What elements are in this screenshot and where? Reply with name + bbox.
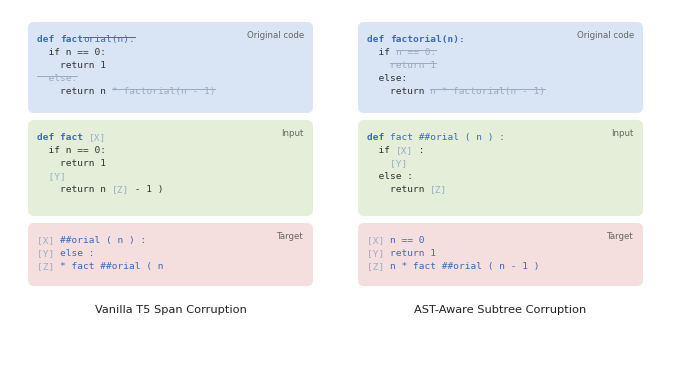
Text: else :: else : bbox=[60, 249, 94, 258]
Text: def: def bbox=[367, 35, 390, 44]
Text: n * fact ##orial ( n - 1 ): n * fact ##orial ( n - 1 ) bbox=[390, 262, 540, 271]
Text: [Y]: [Y] bbox=[367, 159, 407, 168]
Text: else:: else: bbox=[367, 74, 407, 83]
FancyBboxPatch shape bbox=[358, 223, 643, 286]
Text: return n: return n bbox=[37, 185, 112, 194]
Text: def: def bbox=[37, 133, 60, 142]
Text: Target: Target bbox=[277, 232, 304, 241]
Text: fact: fact bbox=[60, 35, 83, 44]
Text: return: return bbox=[367, 185, 431, 194]
Text: if: if bbox=[367, 48, 396, 57]
Text: * factorial(n - 1): * factorial(n - 1) bbox=[112, 87, 215, 96]
Text: [Y]: [Y] bbox=[367, 249, 390, 258]
Text: - 1 ): - 1 ) bbox=[129, 185, 163, 194]
Text: def: def bbox=[367, 133, 390, 142]
FancyBboxPatch shape bbox=[28, 22, 313, 113]
Text: factorial(n):: factorial(n): bbox=[390, 35, 464, 44]
Text: [Y]: [Y] bbox=[37, 172, 66, 181]
Text: Input: Input bbox=[612, 129, 634, 138]
Text: Original code: Original code bbox=[247, 31, 304, 40]
Text: [Z]: [Z] bbox=[431, 185, 447, 194]
Text: [Z]: [Z] bbox=[112, 185, 129, 194]
FancyBboxPatch shape bbox=[28, 223, 313, 286]
Text: Input: Input bbox=[281, 129, 304, 138]
Text: if n == 0:: if n == 0: bbox=[37, 146, 106, 155]
Text: def: def bbox=[37, 35, 60, 44]
Text: return 1: return 1 bbox=[37, 159, 106, 168]
Text: fact: fact bbox=[60, 133, 89, 142]
Text: return 1: return 1 bbox=[37, 61, 106, 70]
Text: else :: else : bbox=[367, 172, 413, 181]
Text: if: if bbox=[367, 146, 396, 155]
Text: [X]: [X] bbox=[396, 146, 413, 155]
Text: fact ##orial ( n ) :: fact ##orial ( n ) : bbox=[390, 133, 505, 142]
Text: n == 0: n == 0 bbox=[390, 236, 424, 245]
Text: else:: else: bbox=[37, 74, 77, 83]
Text: return: return bbox=[367, 87, 431, 96]
Text: return n: return n bbox=[37, 87, 112, 96]
Text: ##orial ( n ) :: ##orial ( n ) : bbox=[60, 236, 146, 245]
Text: [X]: [X] bbox=[89, 133, 106, 142]
Text: Vanilla T5 Span Corruption: Vanilla T5 Span Corruption bbox=[94, 305, 246, 315]
Text: orial(n):: orial(n): bbox=[83, 35, 135, 44]
FancyBboxPatch shape bbox=[358, 120, 643, 216]
Text: [Y]: [Y] bbox=[37, 249, 60, 258]
Text: Target: Target bbox=[607, 232, 634, 241]
Text: AST-Aware Subtree Corruption: AST-Aware Subtree Corruption bbox=[414, 305, 586, 315]
Text: * fact ##orial ( n: * fact ##orial ( n bbox=[60, 262, 163, 271]
Text: return 1: return 1 bbox=[390, 61, 436, 70]
Text: if n == 0:: if n == 0: bbox=[37, 48, 106, 57]
Text: [X]: [X] bbox=[37, 236, 60, 245]
Text: :: : bbox=[413, 146, 424, 155]
Text: Original code: Original code bbox=[577, 31, 634, 40]
Text: [X]: [X] bbox=[367, 236, 390, 245]
Text: n == 0:: n == 0: bbox=[396, 48, 436, 57]
Text: [Z]: [Z] bbox=[37, 262, 60, 271]
Text: return 1: return 1 bbox=[390, 249, 436, 258]
Text: n * factorial(n - 1): n * factorial(n - 1) bbox=[431, 87, 545, 96]
FancyBboxPatch shape bbox=[28, 120, 313, 216]
FancyBboxPatch shape bbox=[358, 22, 643, 113]
Text: [Z]: [Z] bbox=[367, 262, 390, 271]
